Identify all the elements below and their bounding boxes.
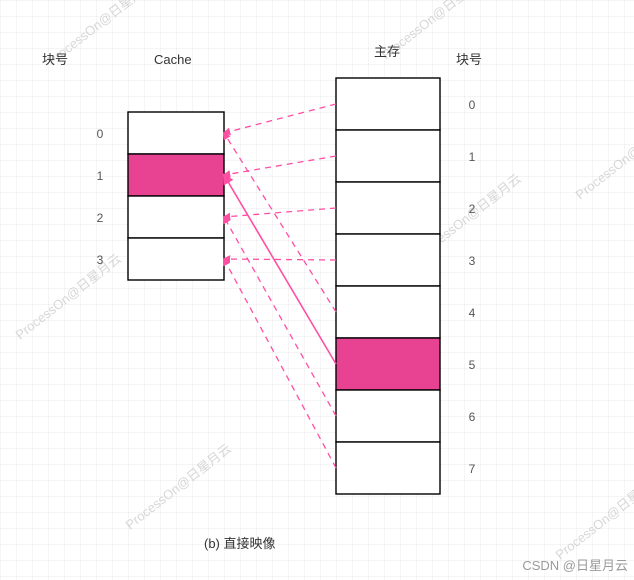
memory-table: 0 1 2 3 4 5 6 7 xyxy=(336,78,476,494)
cache-index-label: 3 xyxy=(97,253,104,267)
memory-block-header: 块号 xyxy=(456,52,482,67)
memory-index-label: 6 xyxy=(469,410,476,424)
watermark-group: ProcessOn@日星月云 ProcessOn@日星月云 ProcessOn@… xyxy=(13,0,634,562)
mapping-arrow-dashed xyxy=(224,133,336,312)
cache-index-label: 1 xyxy=(97,169,104,183)
watermark-text: ProcessOn@日星月云 xyxy=(573,111,634,203)
memory-index-label: 4 xyxy=(469,306,476,320)
cache-cell xyxy=(128,196,224,238)
memory-cell xyxy=(336,182,440,234)
memory-cell xyxy=(336,130,440,182)
cache-cell xyxy=(128,154,224,196)
memory-index-label: 5 xyxy=(469,358,476,372)
memory-cell xyxy=(336,234,440,286)
credit-text: CSDN @日星月云 xyxy=(522,558,628,573)
memory-index-label: 3 xyxy=(469,254,476,268)
cache-block-header: 块号 xyxy=(42,52,68,67)
memory-cell xyxy=(336,390,440,442)
memory-index-label: 7 xyxy=(469,462,476,476)
cache-cell xyxy=(128,112,224,154)
watermark-text: ProcessOn@日星月云 xyxy=(123,441,234,533)
direct-mapping-diagram: ProcessOn@日星月云 ProcessOn@日星月云 ProcessOn@… xyxy=(0,0,634,580)
memory-header: 主存 xyxy=(374,44,400,59)
mapping-arrow-dashed xyxy=(224,259,336,260)
watermark-text: ProcessOn@日星月云 xyxy=(13,251,124,343)
diagram-caption: (b) 直接映像 xyxy=(204,536,276,551)
mapping-arrow-dashed xyxy=(224,104,336,133)
memory-cell xyxy=(336,338,440,390)
mapping-arrow-dashed xyxy=(224,217,336,416)
memory-index-label: 0 xyxy=(469,98,476,112)
memory-index-label: 2 xyxy=(469,202,476,216)
cache-header: Cache xyxy=(154,52,192,67)
memory-cell xyxy=(336,286,440,338)
memory-cell xyxy=(336,442,440,494)
mapping-arrows xyxy=(224,104,336,468)
cache-cell xyxy=(128,238,224,280)
mapping-arrow-solid xyxy=(224,175,336,364)
memory-cell xyxy=(336,78,440,130)
mapping-arrow-dashed xyxy=(224,208,336,217)
memory-index-label: 1 xyxy=(469,150,476,164)
watermark-text: ProcessOn@日星月云 xyxy=(553,471,634,563)
cache-index-label: 0 xyxy=(97,127,104,141)
mapping-arrow-dashed xyxy=(224,259,336,468)
cache-index-label: 2 xyxy=(97,211,104,225)
